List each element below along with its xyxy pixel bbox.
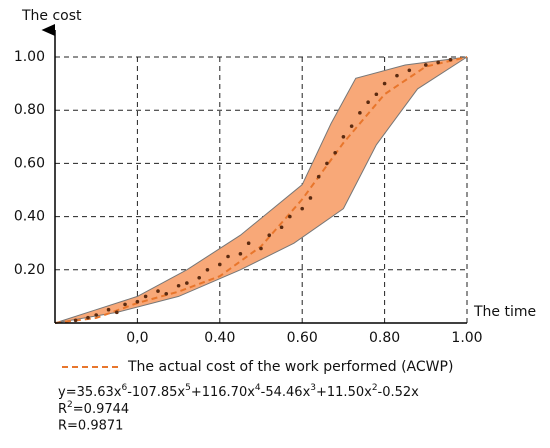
data-point	[308, 196, 313, 200]
data-point	[267, 233, 272, 238]
data-point	[115, 310, 119, 315]
data-point	[374, 92, 379, 97]
y-tick-label: 1.00	[14, 49, 45, 65]
band	[54, 56, 468, 324]
data-point	[205, 268, 210, 272]
y-tick-label: 0.40	[14, 209, 45, 225]
data-point	[349, 124, 354, 128]
equation-part: y=35.63x	[58, 385, 122, 400]
data-point	[279, 225, 284, 230]
data-point	[73, 318, 78, 323]
data-point	[382, 81, 387, 86]
data-point	[218, 262, 222, 267]
data-point	[106, 307, 111, 312]
data-point	[358, 111, 362, 115]
data-point	[185, 281, 189, 285]
data-point	[424, 63, 428, 67]
exponent: 3	[310, 383, 316, 393]
data-point	[123, 302, 127, 307]
equation: y=35.63x6-107.85x5+116.70x4-54.46x3+11.5…	[58, 383, 419, 400]
data-point	[86, 315, 90, 320]
data-point	[246, 241, 251, 245]
exponent: 2	[372, 383, 378, 393]
r-squared-part: =0.9744	[73, 402, 129, 417]
data-point	[448, 57, 453, 62]
equation-part: -107.85x	[127, 385, 185, 400]
data-point	[94, 313, 98, 317]
x-tick-label: 0.60	[287, 330, 318, 346]
data-point	[325, 161, 329, 166]
data-point	[407, 68, 412, 73]
data-point	[288, 214, 292, 219]
data-point	[197, 275, 201, 280]
y-axis-label: The cost	[21, 8, 82, 24]
x-tick-label: 0,0	[126, 330, 148, 346]
data-point	[164, 291, 169, 296]
y-tick-label: 0.20	[14, 262, 45, 278]
exponent: 2	[67, 400, 73, 410]
data-point	[156, 289, 160, 293]
y-tick-label: 0.80	[14, 102, 45, 118]
r-squared: R2=0.9744	[58, 400, 129, 417]
equation-part: +116.70x	[191, 385, 255, 400]
data-point	[436, 60, 440, 65]
x-tick-label: 0.40	[204, 330, 235, 346]
x-tick-label: 1.00	[451, 330, 482, 346]
data-point	[259, 246, 263, 251]
exponent: 5	[185, 383, 191, 393]
r-squared-part: R	[58, 402, 67, 417]
exponent: 6	[122, 383, 128, 393]
data-point	[226, 254, 230, 259]
data-point	[366, 100, 370, 105]
data-point	[341, 135, 346, 139]
y-tick-label: 0.60	[14, 155, 45, 171]
data-point	[395, 73, 399, 78]
fit-line	[54, 56, 468, 324]
exponent: 4	[255, 383, 261, 393]
equation-part: -54.46x	[261, 385, 311, 400]
data-point	[238, 252, 243, 256]
equation-part: +11.50x	[316, 385, 372, 400]
data-point	[300, 206, 305, 211]
x-tick-label: 0.80	[369, 330, 400, 346]
data-point	[143, 294, 148, 299]
data-point	[135, 299, 140, 304]
data-point	[333, 150, 337, 155]
legend-label: The actual cost of the work performed (A…	[127, 359, 453, 375]
data-point	[316, 174, 321, 179]
r-value: R=0.9871	[58, 419, 123, 434]
data-point	[176, 283, 181, 288]
x-axis-label: The time	[473, 304, 536, 320]
equation-part: -0.52x	[378, 385, 420, 400]
